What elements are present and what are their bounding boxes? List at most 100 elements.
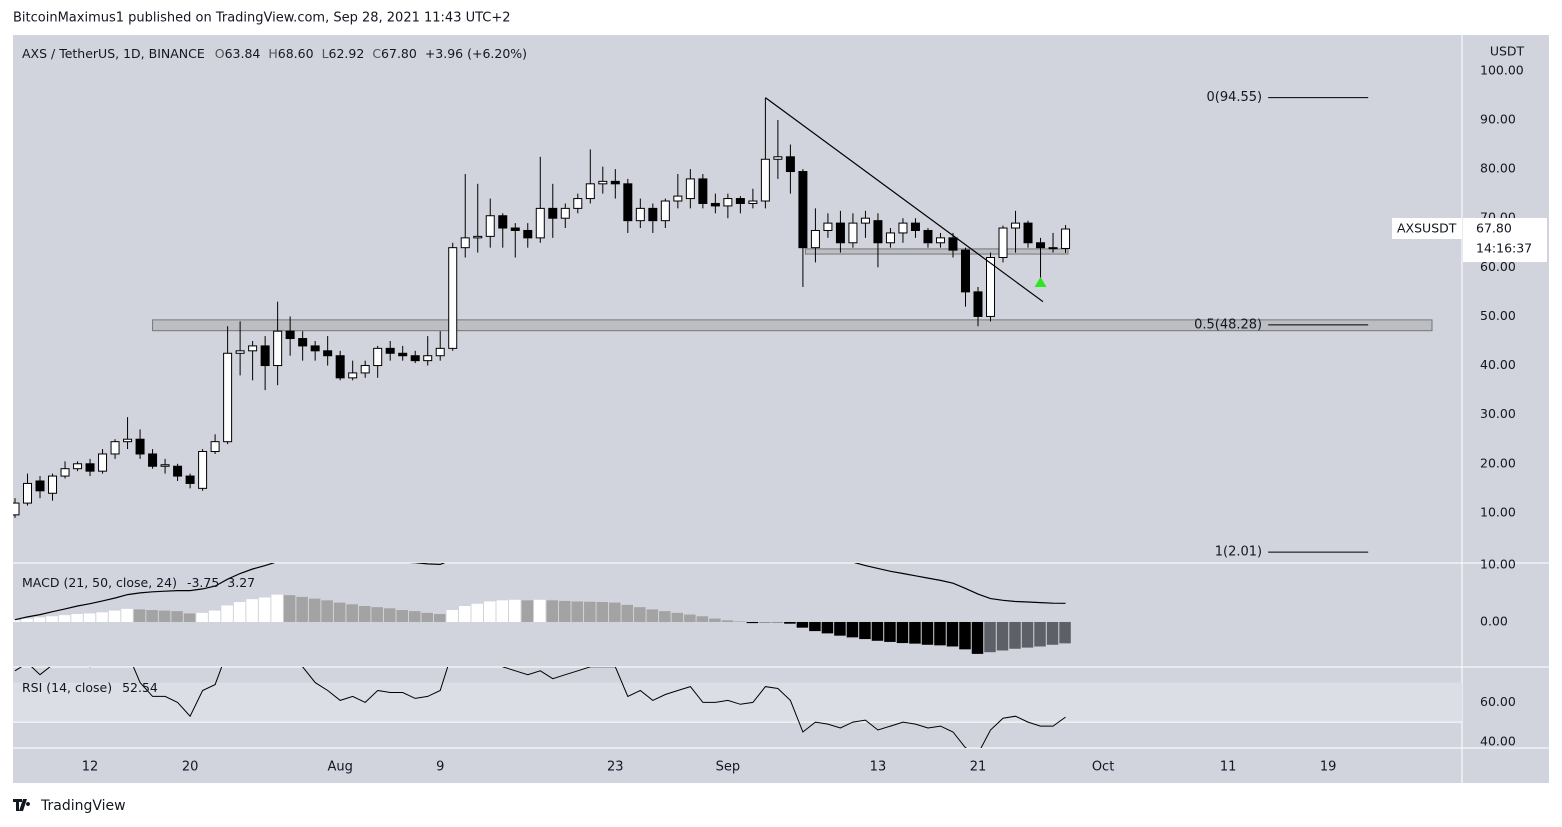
zone <box>152 319 1433 332</box>
candle-body <box>160 464 170 467</box>
candle-body <box>448 247 458 349</box>
price-tag-box <box>1463 218 1547 263</box>
candle-body <box>60 468 70 477</box>
x-tick-label: 21 <box>970 760 987 775</box>
fib-label: 1(2.01) <box>1215 545 1262 560</box>
candle-body <box>510 227 520 231</box>
candle-body <box>998 227 1008 258</box>
candle-body <box>285 330 295 340</box>
macd-pane <box>13 563 1071 654</box>
candle-body <box>73 463 83 470</box>
macd-bar <box>183 613 196 622</box>
macd-bar <box>859 621 871 640</box>
candle-body <box>248 345 258 352</box>
candle-body <box>523 229 533 239</box>
macd-bar <box>1059 621 1071 644</box>
x-tick-label: Aug <box>327 760 352 775</box>
candle-body <box>1011 222 1021 229</box>
price-tag: 67.80 <box>1476 221 1512 236</box>
macd-bar <box>1034 621 1046 647</box>
candle-body <box>48 475 58 494</box>
zone <box>804 248 1069 255</box>
candle-body <box>435 347 445 357</box>
candle-body <box>198 451 208 489</box>
candle-body <box>298 338 308 347</box>
candle-body <box>760 158 770 202</box>
macd-tick-label: 0.00 <box>1480 613 1508 628</box>
candle-body <box>310 345 320 352</box>
macd-tick-label: 10.00 <box>1480 556 1516 571</box>
legend: AXS / TetherUS, 1D, BINANCE O63.84 H68.6… <box>22 46 527 61</box>
y-tick-label: 50.00 <box>1480 308 1516 323</box>
candle-body <box>773 156 783 160</box>
macd-bar <box>596 602 609 622</box>
macd-bar <box>1009 621 1021 649</box>
price-pane <box>13 97 1433 518</box>
candle-body <box>323 350 333 357</box>
macd-bar <box>483 601 496 622</box>
ohlc-value: 62.92 <box>329 46 365 61</box>
candle-body <box>573 198 583 209</box>
macd-bar <box>946 621 959 647</box>
publisher-line: BitcoinMaximus1 published on TradingView… <box>13 11 511 26</box>
macd-bar <box>471 603 483 622</box>
macd-bar <box>446 610 458 622</box>
macd-bar <box>671 612 684 622</box>
macd-bar <box>1046 621 1059 645</box>
macd-bar <box>659 611 671 622</box>
macd-bar <box>971 621 984 654</box>
fib-label: 0(94.55) <box>1207 90 1263 105</box>
candle-body <box>460 237 470 249</box>
rsi-band <box>13 682 1462 723</box>
candle-body <box>1023 222 1033 244</box>
candle-body <box>473 235 483 239</box>
macd-hist-value: -3.75 <box>187 575 219 590</box>
macd-bar <box>684 614 696 622</box>
candle-body <box>410 355 420 362</box>
candle-body <box>623 183 633 222</box>
candle-body <box>185 475 195 484</box>
x-tick-label: 11 <box>1220 760 1237 775</box>
macd-bar <box>509 599 521 622</box>
macd-bar <box>746 621 759 624</box>
macd-title: MACD (21, 50, close, 24) <box>22 575 177 590</box>
candle-body <box>1048 247 1058 250</box>
macd-bar <box>333 602 346 622</box>
macd-line <box>14 563 1066 621</box>
rsi-value: 52.54 <box>122 680 158 695</box>
symbol-tag: AXSUSDT <box>1397 221 1457 236</box>
candle-body <box>823 222 833 231</box>
x-tick-label: 12 <box>82 760 99 775</box>
macd-bar <box>609 602 621 622</box>
macd-bar <box>308 598 321 622</box>
candle-body <box>835 222 845 244</box>
x-tick-label: 20 <box>182 760 199 775</box>
macd-bar <box>571 601 584 622</box>
ohlc-value: 68.60 <box>278 46 314 61</box>
macd-bar <box>71 614 83 622</box>
candle-body <box>785 156 795 173</box>
ohlc-value: 67.80 <box>381 46 417 61</box>
macd-bar <box>171 611 183 622</box>
macd-bar <box>13 620 21 622</box>
y-tick-label: 60.00 <box>1480 259 1516 274</box>
candle-body <box>135 438 145 455</box>
x-tick-label: Oct <box>1092 760 1114 775</box>
macd-bar <box>233 602 246 622</box>
countdown: 14:16:37 <box>1476 241 1532 256</box>
rsi-pane <box>13 667 1462 748</box>
macd-bar <box>771 621 784 623</box>
candle-body <box>548 207 558 219</box>
macd-bar <box>496 600 509 622</box>
y-tick-label: 30.00 <box>1480 406 1516 421</box>
candle-body <box>13 502 20 516</box>
candle-body <box>373 347 383 367</box>
macd-bar <box>46 616 58 622</box>
macd-bar <box>83 613 96 622</box>
macd-bar <box>646 609 659 622</box>
candle-body <box>935 237 945 244</box>
macd-bar <box>246 599 258 622</box>
ohlc-key: H <box>268 46 277 61</box>
candle-body <box>110 441 120 455</box>
